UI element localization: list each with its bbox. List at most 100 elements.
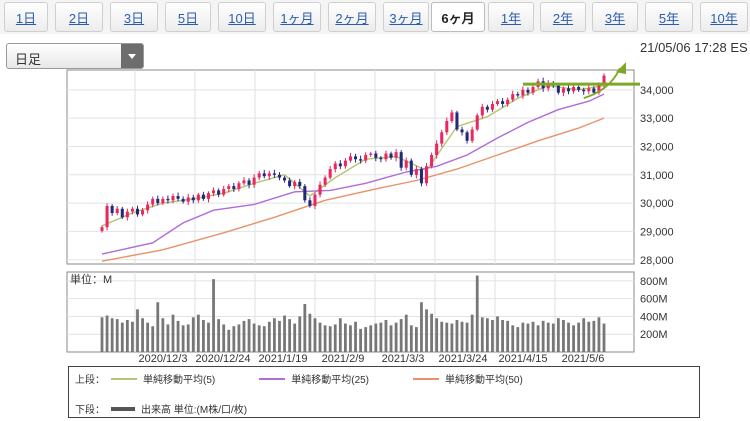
volume-bar <box>207 322 210 352</box>
volume-bar <box>374 323 378 352</box>
tab-10[interactable]: 2年 <box>540 2 586 32</box>
candle <box>409 160 413 175</box>
period-select[interactable]: 日足 <box>6 43 144 69</box>
volume-bar <box>440 321 444 352</box>
volume-bar <box>262 326 266 352</box>
chevron-down-icon <box>121 44 143 68</box>
candle <box>257 173 261 178</box>
legend-item-ma5-label: 単純移動平均(5) <box>143 375 216 386</box>
candle <box>440 132 444 144</box>
volume-bar <box>511 325 515 352</box>
volume-bar <box>597 317 601 352</box>
volume-bar <box>480 317 484 352</box>
candle <box>470 129 474 141</box>
volume-bar <box>131 321 134 352</box>
volume-bar <box>318 322 322 352</box>
tab-9[interactable]: 1年 <box>488 2 534 32</box>
volume-bar <box>136 309 139 352</box>
candle <box>161 198 165 204</box>
tab-3[interactable]: 5日 <box>165 2 211 32</box>
volume-bar <box>323 325 327 352</box>
volume-bar <box>212 279 215 352</box>
candle <box>186 197 190 202</box>
legend-top-label: 上段： <box>75 375 105 386</box>
candle <box>506 99 510 104</box>
candle <box>384 153 388 160</box>
volume-bar <box>496 316 499 352</box>
volume-bar <box>379 322 383 352</box>
tab-6[interactable]: 2ヶ月 <box>328 2 376 32</box>
volume-bar <box>176 320 180 352</box>
tab-13[interactable]: 10年 <box>700 2 748 32</box>
legend: 上段： 単純移動平均(5) 単純移動平均(25) 単純移動平均(50) 下段： … <box>68 366 700 418</box>
volume-bar <box>369 325 373 352</box>
volume-bar <box>308 313 312 352</box>
candle <box>283 177 287 181</box>
candle <box>495 101 500 104</box>
candle <box>450 112 454 121</box>
candle <box>277 174 281 178</box>
volume-bar <box>151 326 155 352</box>
volume-bar <box>521 322 525 352</box>
legend-item-ma50-label: 単純移動平均(50) <box>445 375 523 386</box>
candle <box>359 159 363 161</box>
candle <box>511 94 515 100</box>
volume-bar <box>156 302 160 352</box>
volume-bar <box>191 317 195 352</box>
candle <box>242 180 246 184</box>
volume-bar <box>572 325 575 352</box>
tab-8[interactable]: 6ヶ月 <box>431 2 485 32</box>
volume-bar <box>333 324 337 352</box>
volume-bar <box>257 325 261 352</box>
volume-tick-label: 800M <box>640 276 668 288</box>
volume-bar <box>404 314 408 352</box>
candle <box>465 132 469 141</box>
volume-bar <box>541 320 545 352</box>
candle <box>252 177 256 185</box>
volume-bar <box>536 325 540 352</box>
candle <box>394 152 398 158</box>
candle <box>206 193 211 199</box>
candle <box>561 88 565 93</box>
candle <box>566 88 571 92</box>
candle <box>572 86 576 92</box>
legend-item-volume-label: 出来高 単位:(M株/口/枚) <box>141 405 248 416</box>
stock-chart: 34,000 33,000 32,000 31,000 30,000 29,000 28,0… <box>66 62 674 365</box>
volume-bar <box>120 322 124 352</box>
candle <box>354 156 358 160</box>
volume-bar <box>146 322 150 352</box>
tab-12[interactable]: 5年 <box>645 2 693 32</box>
candle <box>399 152 403 168</box>
candle <box>369 153 373 155</box>
tab-4[interactable]: 10日 <box>218 2 266 32</box>
legend-swatch-ma25 <box>259 377 286 380</box>
price-tick-label: 30,000 <box>640 198 674 210</box>
volume-bar <box>562 320 565 352</box>
volume-bar <box>582 318 586 352</box>
candle <box>435 143 439 155</box>
candle <box>475 115 479 130</box>
candle <box>181 198 185 202</box>
volume-bar <box>242 320 246 352</box>
tab-2[interactable]: 3日 <box>110 2 158 32</box>
volume-bar <box>267 321 271 352</box>
volume-bar <box>359 328 363 352</box>
tab-7[interactable]: 3ヶ月 <box>383 2 429 32</box>
volume-unit-label: 単位：M <box>70 272 112 286</box>
volume-bar <box>587 321 591 352</box>
tab-1[interactable]: 2日 <box>55 2 103 32</box>
candle <box>414 169 418 175</box>
volume-bar <box>252 323 256 352</box>
volume-bar <box>394 322 398 352</box>
candle <box>105 205 109 228</box>
candle <box>196 194 200 201</box>
volume-bar <box>567 322 570 352</box>
volume-bar <box>100 317 104 352</box>
volume-bar <box>470 314 474 352</box>
tab-0[interactable]: 1日 <box>4 2 48 32</box>
x-tick-label: 2021/2/9 <box>322 353 365 365</box>
volume-bar <box>343 323 347 352</box>
tab-11[interactable]: 3年 <box>592 2 638 32</box>
tab-5[interactable]: 1ヶ月 <box>273 2 321 32</box>
volume-bar <box>278 320 281 352</box>
